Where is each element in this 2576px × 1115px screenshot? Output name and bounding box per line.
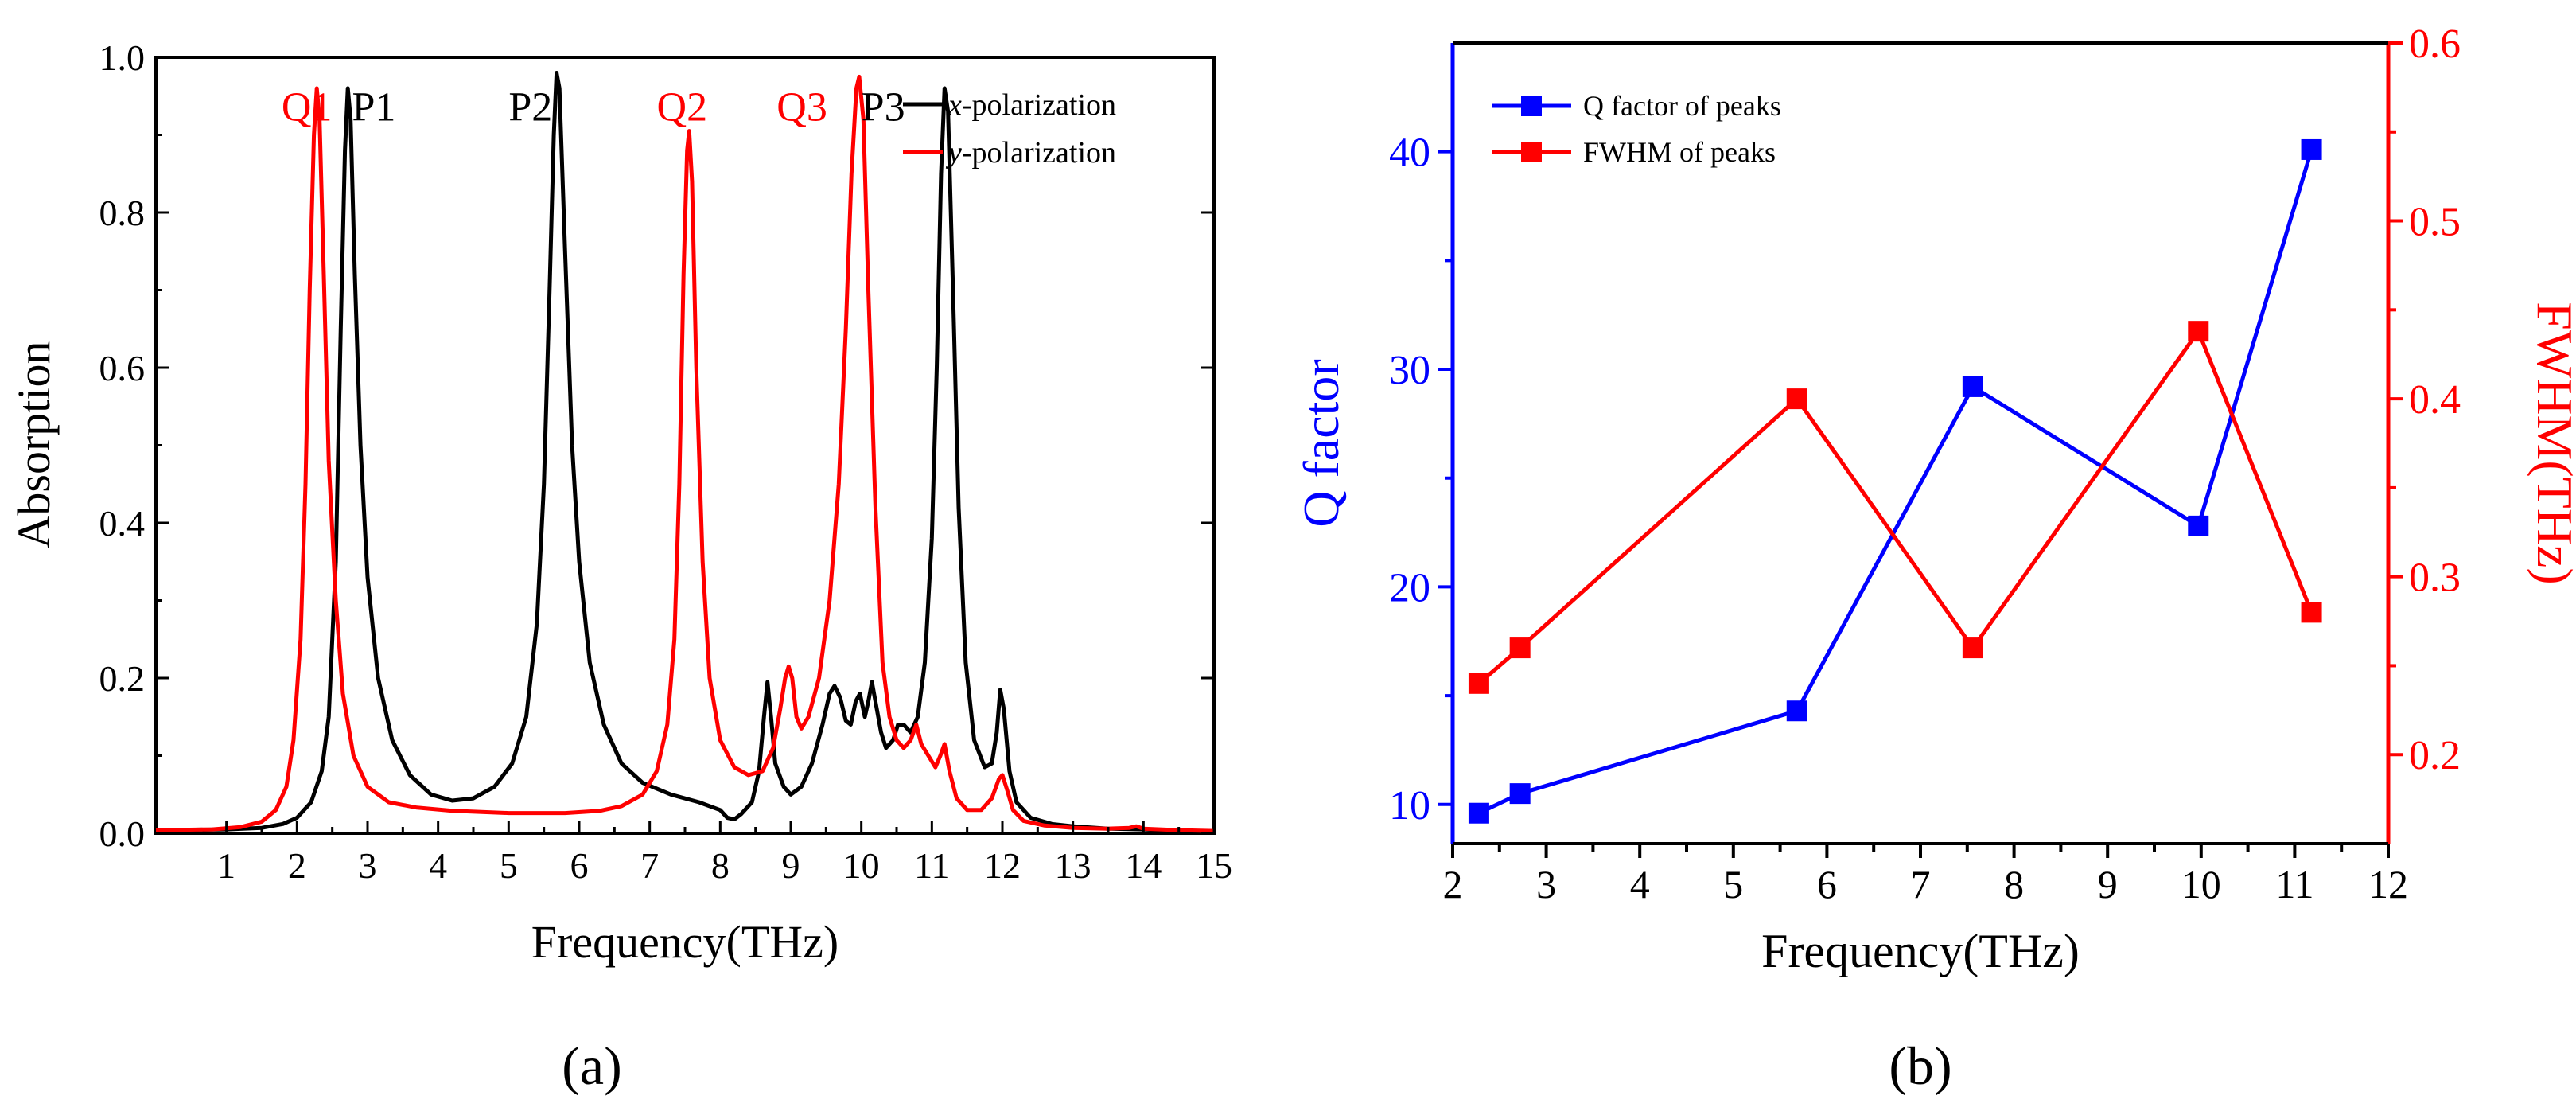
peak-label-p1: P1 [352,84,395,130]
right-y-tick-label: 0.4 [2409,377,2461,423]
x-tick-label: 5 [500,845,518,886]
left-y-tick-label: 40 [1389,131,1430,176]
x-tick-label: 14 [1125,845,1162,886]
panel-a-series-group [155,71,1215,834]
y-tick-label: 0.0 [99,813,146,854]
y-tick-label: 1.0 [99,37,146,78]
x-tick-label: 11 [914,845,949,886]
y-tick-label: 0.2 [99,658,146,699]
panel-a: 1 2 3 4 5 6 7 8 9 10 11 12 13 14 15 0.00.20.40.60.81.0… [8,37,1232,1096]
x-tick-label: 15 [1196,845,1232,886]
q-factor-marker [1468,802,1489,824]
panel-a-y-axis-title: Absorption [8,341,60,549]
x-tick-label: 4 [429,845,447,886]
panel-b-label: (b) [1889,1035,1951,1096]
q-factor-marker [1786,700,1807,722]
fwhm-marker [2188,321,2209,342]
panel-b-left-y-axis-title: Q factor [1293,359,1349,527]
x-tick-label: 12 [984,845,1021,886]
x-tick-label: 10 [843,845,880,886]
panel-b-right-y-axis: 0.2 0.3 0.4 0.5 0.6 [2388,21,2461,778]
panel-a-label: (a) [562,1035,621,1096]
panel-a-y-axis: 0.0 0.2 0.4 0.6 0.8 1.0 [99,37,1214,854]
fwhm-marker [1786,388,1807,410]
legend-label-y-polarization: y-polarization [945,136,1116,170]
fwhm-marker [1962,637,1983,659]
right-y-tick-label: 0.5 [2409,200,2461,245]
q-factor-marker [2301,138,2322,160]
fwhm-marker [2301,602,2322,623]
panel-a-legend: x-polarization y-polarization [903,88,1116,170]
left-y-tick-label: 30 [1389,348,1430,393]
panel-b-series-group [1468,138,2322,824]
left-y-tick-label: 10 [1389,783,1430,828]
series-line-x-polarization [155,71,1215,834]
right-y-tick-label: 0.3 [2409,556,2461,601]
series-line-q-factor [1477,149,2313,815]
legend-marker-fwhm [1521,142,1542,162]
series-line-fwhm [1477,327,2313,685]
panel-b-legend: Q factor of peaks FWHM of peaks [1492,90,1781,168]
left-y-tick-label: 20 [1389,565,1430,610]
x-tick-label: 3 [1536,862,1556,906]
panel-a-x-axis: 1 2 3 4 5 6 7 8 9 10 11 12 13 14 15 [217,821,1232,886]
x-tick-label: 13 [1055,845,1091,886]
panel-a-x-axis-title: Frequency(THz) [531,916,839,968]
x-tick-label: 12 [2368,862,2408,906]
x-tick-label: 6 [570,845,589,886]
x-tick-label: 3 [359,845,377,886]
legend-label-fwhm: FWHM of peaks [1583,136,1776,168]
x-tick-label: 6 [1817,862,1837,906]
peak-label-q2: Q2 [657,84,708,130]
x-tick-label: 9 [2098,862,2118,906]
x-tick-label: 10 [2181,862,2221,906]
q-factor-marker [1962,376,1983,397]
series-line-y-polarization [155,74,1215,833]
peak-label-q3: Q3 [776,84,827,130]
fwhm-marker [1468,673,1489,694]
x-tick-label: 11 [2275,862,2313,906]
q-factor-marker [1509,783,1531,805]
y-tick-label: 0.6 [99,348,146,388]
panel-b-x-axis-title: Frequency(THz) [1761,925,2080,977]
legend-label-q-factor: Q factor of peaks [1583,90,1781,122]
q-factor-marker [2188,515,2209,536]
x-tick-label: 5 [1723,862,1743,906]
peak-label-p3: P3 [862,84,905,130]
legend-label-x-polarization: x-polarization [948,88,1116,122]
y-tick-label: 0.8 [99,193,146,233]
x-tick-label: 7 [640,845,659,886]
peak-label-q1: Q1 [282,84,333,130]
x-tick-label: 2 [288,845,306,886]
right-y-tick-label: 0.6 [2409,21,2461,67]
x-tick-label: 9 [782,845,800,886]
panel-a-peak-labels: Q1 P1 P2 Q2 Q3 P3 [282,84,905,130]
x-tick-label: 4 [1630,862,1650,906]
x-tick-label: 8 [711,845,730,886]
legend-marker-q-factor [1521,96,1542,116]
x-tick-label: 7 [1911,862,1931,906]
y-tick-label: 0.4 [99,503,146,544]
right-y-tick-label: 0.2 [2409,733,2461,778]
peak-label-p2: P2 [508,84,552,130]
x-tick-label: 1 [217,845,235,886]
panel-b-x-axis: 2 3 4 5 6 7 8 9 10 11 12 [1443,844,2408,906]
panel-b-left-y-axis: 10 20 30 40 [1389,131,1453,828]
fwhm-marker [1509,637,1531,659]
x-tick-label: 2 [1443,862,1463,906]
x-tick-label: 8 [2004,862,2024,906]
panel-b-right-y-axis-title: FWHM(THz) [2527,302,2576,584]
